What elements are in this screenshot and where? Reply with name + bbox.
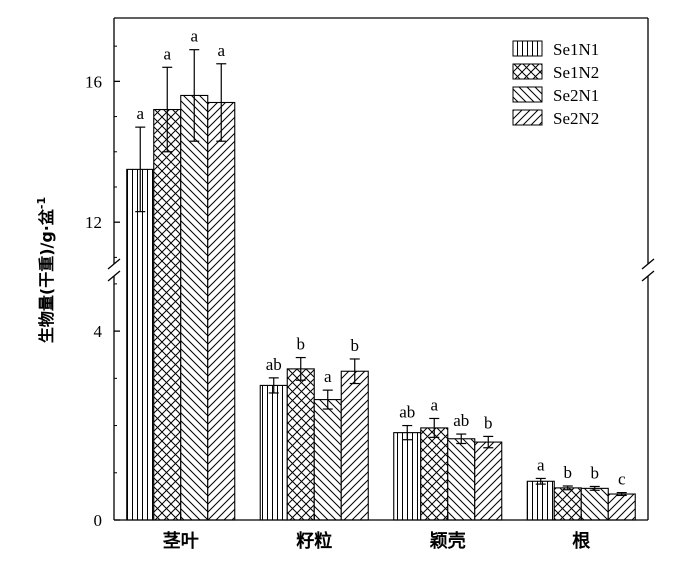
x-tick-label: 根 <box>572 530 590 552</box>
significance-label: ab <box>266 355 282 374</box>
legend-label: Se1N2 <box>553 63 599 82</box>
bar <box>607 493 636 521</box>
axis-break-right-a <box>641 258 655 270</box>
bar <box>420 427 449 521</box>
axes-group: 生物量(干重)/g·盆-1 0 4 12 16 茎叶 籽粒 颖壳 根 <box>35 17 655 552</box>
bar <box>393 432 422 521</box>
significance-label: b <box>484 413 493 432</box>
bar <box>474 441 503 521</box>
bar <box>259 384 288 521</box>
y-tick-label: 16 <box>85 72 102 91</box>
bar <box>340 370 369 521</box>
y-tick-label: 4 <box>94 322 103 341</box>
bar <box>313 399 342 521</box>
bar <box>286 368 315 521</box>
legend: Se1N1 Se1N2 Se2N1 Se2N2 <box>512 40 599 128</box>
legend-swatch <box>512 40 543 57</box>
significance-label: a <box>190 27 198 46</box>
legend-label: Se1N1 <box>553 40 599 59</box>
bar <box>126 168 155 521</box>
legend-label: Se2N1 <box>553 86 599 105</box>
y-axis-label: 生物量(干重)/g·盆-1 <box>35 197 56 343</box>
bar <box>153 108 182 521</box>
significance-label: a <box>324 367 332 386</box>
significance-label: ab <box>453 411 469 430</box>
bar <box>180 94 209 521</box>
bar <box>447 438 476 521</box>
y-tick-label: 12 <box>85 213 102 232</box>
axis-break-left-a <box>107 258 121 270</box>
significance-label: ab <box>399 403 415 422</box>
significance-label: b <box>591 463 600 482</box>
significance-label: b <box>564 463 573 482</box>
legend-label: Se2N2 <box>553 109 599 128</box>
x-tick-label: 颖壳 <box>430 530 466 552</box>
legend-swatch <box>512 63 543 80</box>
bar <box>553 487 582 521</box>
significance-label: a <box>217 41 225 60</box>
y-axis-label-sup: -1 <box>35 197 48 209</box>
y-axis-label-main: 生物量(干重)/g·盆 <box>37 208 56 343</box>
bar <box>207 101 236 521</box>
significance-label: a <box>537 455 545 474</box>
bar <box>526 480 555 521</box>
significance-label: b <box>351 336 360 355</box>
x-tick-label: 籽粒 <box>296 530 332 552</box>
axis-break-right-b <box>641 270 655 282</box>
axis-break-left-b <box>107 270 121 282</box>
significance-label: a <box>163 44 171 63</box>
significance-label: a <box>136 104 144 123</box>
bar <box>580 487 609 521</box>
x-tick-label: 茎叶 <box>163 530 199 552</box>
y-tick-label: 0 <box>94 511 103 530</box>
legend-swatch <box>512 109 543 126</box>
legend-swatch <box>512 86 543 103</box>
significance-label: b <box>297 335 306 354</box>
significance-label: a <box>430 395 438 414</box>
significance-label: c <box>618 470 626 489</box>
